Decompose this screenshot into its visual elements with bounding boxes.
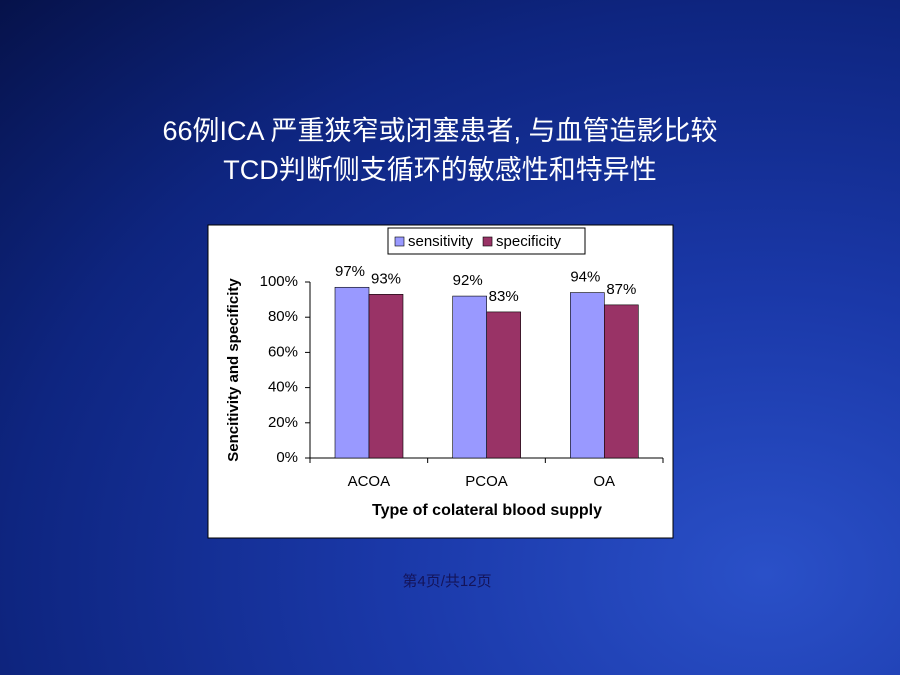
x-axis-label: Type of colateral blood supply [372, 502, 602, 519]
y-tick-label: 80% [268, 308, 298, 325]
y-tick-label: 60% [268, 343, 298, 360]
y-axis-label: Sencitivity and specificity [225, 278, 242, 462]
bar [368, 294, 404, 459]
legend-label: sensitivity [408, 233, 474, 250]
bar [334, 286, 370, 459]
bar [604, 304, 639, 459]
legend-swatch [394, 236, 405, 247]
value-label: 87% [606, 281, 636, 298]
slide-title: 66例ICA 严重狭窄或闭塞患者, 与血管造影比较TCD判断侧支循环的敏感性和特… [162, 116, 718, 185]
x-tick-label: PCOA [465, 473, 508, 490]
value-label: 97% [335, 263, 365, 280]
legend-label: specificity [496, 233, 562, 250]
bar [486, 311, 521, 459]
value-label: 94% [570, 269, 600, 286]
value-label: 92% [453, 272, 483, 289]
y-tick-label: 100% [260, 273, 298, 290]
legend-swatch [482, 236, 493, 247]
x-tick-label: OA [593, 473, 615, 490]
y-tick-label: 40% [268, 379, 298, 396]
bar [452, 295, 487, 459]
y-tick-label: 20% [268, 414, 298, 431]
y-tick-label: 0% [276, 449, 298, 466]
x-tick-label: ACOA [348, 473, 391, 490]
value-label: 93% [371, 270, 401, 287]
value-label: 83% [489, 288, 519, 305]
bar [570, 292, 605, 459]
page-footer: 第4页/共12页 [402, 573, 492, 590]
